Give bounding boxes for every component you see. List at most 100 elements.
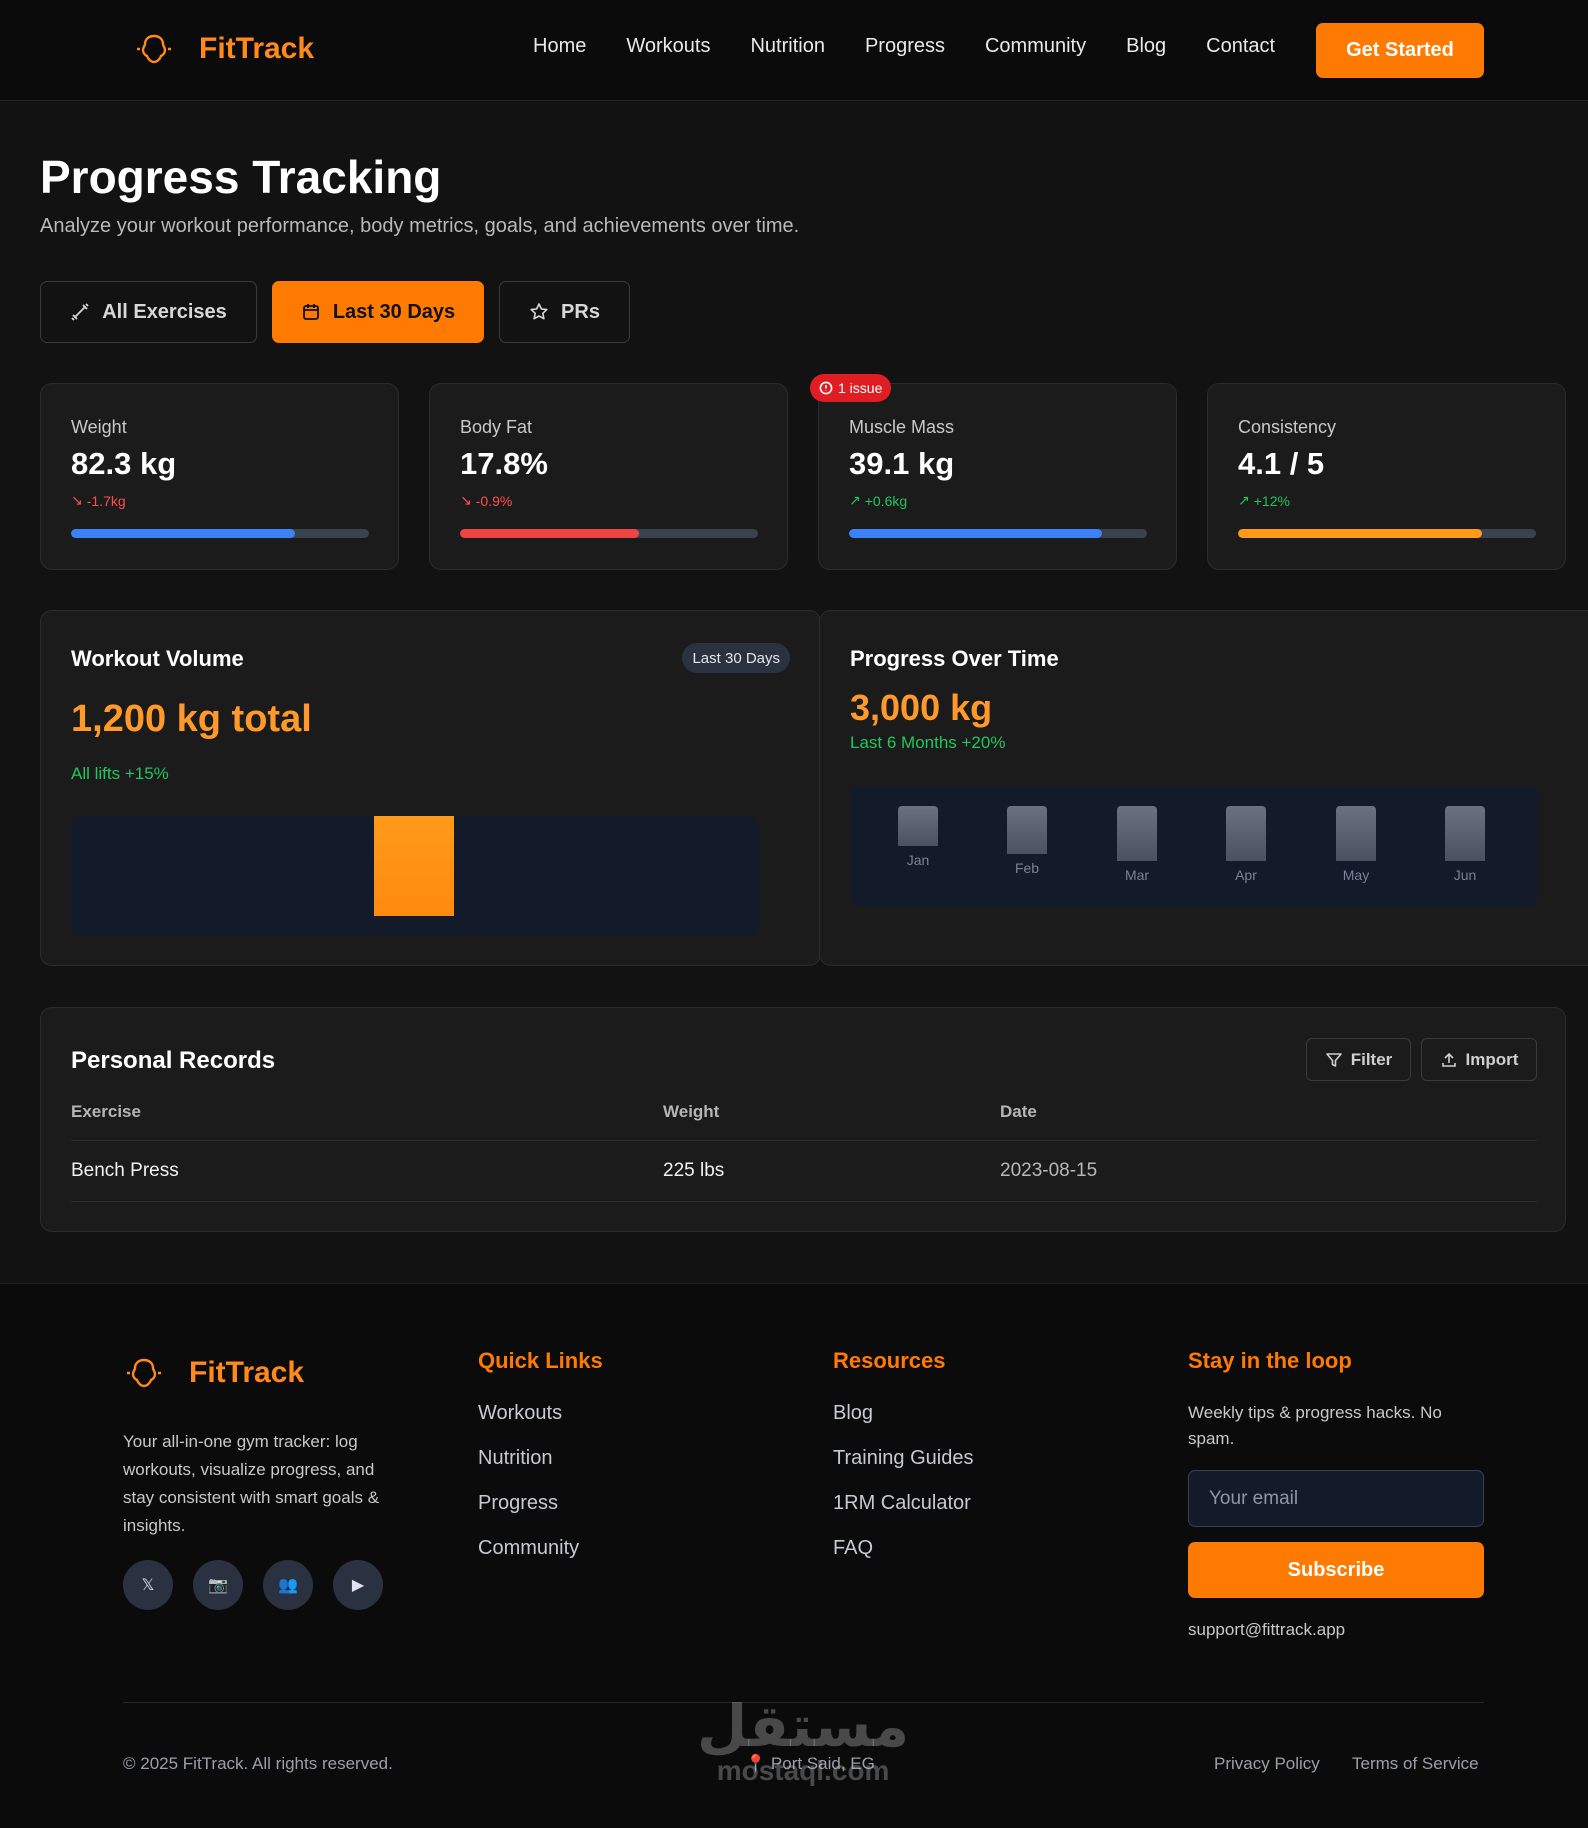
nav-workouts[interactable]: Workouts (626, 35, 711, 57)
x-icon[interactable]: 𝕏 (123, 1560, 173, 1610)
filter-last-30-days-button[interactable]: Last 30 Days (272, 281, 484, 343)
progress-note: Last 6 Months +20% (850, 733, 1006, 752)
footer-link-nutrition[interactable]: Nutrition (478, 1447, 553, 1469)
trend-down-icon: ↘ (71, 492, 83, 508)
filter-icon (1325, 1052, 1342, 1067)
stat-value: 82.3 kg (71, 446, 177, 481)
privacy-policy-label[interactable]: Privacy Policy (1214, 1754, 1320, 1773)
nav-community[interactable]: Community (984, 35, 1087, 57)
footer-link-community[interactable]: Community (478, 1537, 580, 1559)
period-pill[interactable]: Last 30 Days (682, 643, 790, 673)
stat-delta: ↗ +0.6kg (849, 492, 907, 509)
footer-brand[interactable]: FitTrack (123, 1352, 304, 1394)
copyright: © 2025 FitTrack. All rights reserved. (123, 1754, 393, 1773)
nav-progress[interactable]: Progress (864, 35, 945, 57)
terms-link[interactable]: Terms of Service (1352, 1754, 1479, 1774)
community-icon[interactable]: 👥 (263, 1560, 313, 1610)
personal-records-panel: Personal Records Filter Import Exercise … (40, 1007, 1566, 1232)
support-email[interactable]: support@fittrack.app (1188, 1620, 1346, 1639)
privacy-policy-link[interactable]: Privacy Policy (1214, 1754, 1320, 1774)
month-bar-jan (898, 806, 938, 846)
filter-button-label: Filter (1350, 1049, 1393, 1069)
import-button[interactable]: Import (1421, 1038, 1537, 1081)
footer-description: Your all-in-one gym tracker: log workout… (123, 1432, 380, 1535)
email-field[interactable] (1188, 1470, 1484, 1527)
stat-card-weight: Weight 82.3 kg ↘ -1.7kg (40, 383, 399, 570)
subscribe-button[interactable]: Subscribe (1188, 1542, 1484, 1598)
volume-bar (374, 816, 454, 916)
watermark-arabic: مستقل (697, 1694, 910, 1759)
quick-links-heading: Quick Links (478, 1348, 603, 1373)
footer-link-workouts[interactable]: Workouts (478, 1402, 563, 1424)
month-label-mar: Mar (1124, 867, 1150, 883)
stat-delta-value: -1.7kg (86, 492, 126, 509)
table-divider (71, 1201, 1537, 1202)
progress-value: 3,000 kg (850, 687, 993, 728)
footer-link-1rm-calculator[interactable]: 1RM Calculator (833, 1492, 971, 1514)
volume-note: All lifts +15% (71, 764, 169, 783)
stat-delta: ↘ -1.7kg (71, 492, 126, 509)
terms-label[interactable]: Terms of Service (1352, 1754, 1479, 1773)
resources-heading: Resources (833, 1348, 946, 1373)
month-bar-apr (1226, 806, 1266, 861)
nav-home[interactable]: Home (533, 35, 587, 57)
watermark-latin: mostaql.com (716, 1755, 890, 1786)
stat-delta: ↘ -0.9% (460, 492, 512, 509)
page-subtitle: Analyze your workout performance, body m… (40, 215, 800, 237)
pin-icon: 📍 (745, 1754, 767, 1773)
nav-contact[interactable]: Contact (1206, 35, 1276, 57)
monthly-progress-chart: Jan Feb Mar Apr May Jun (850, 786, 1538, 907)
play-icon[interactable]: ▶ (333, 1560, 383, 1610)
location: 📍 Port Said, EG (745, 1754, 875, 1774)
record-date: 2023-08-15 (1000, 1160, 1098, 1181)
panel-title: Progress Over Time (850, 646, 1059, 671)
stat-progress-track (71, 529, 369, 538)
filter-all-exercises-button[interactable]: All Exercises (40, 281, 257, 343)
stat-value: 39.1 kg (849, 446, 955, 481)
stat-delta-value: +12% (1253, 492, 1290, 509)
brain-logo-icon (127, 1358, 161, 1388)
stat-progress-track (460, 529, 758, 538)
stat-card-muscle-mass: Muscle Mass 39.1 kg ↗ +0.6kg (818, 383, 1177, 570)
import-button-label: Import (1465, 1049, 1519, 1069)
calendar-icon (302, 304, 319, 320)
stat-card-body-fat: Body Fat 17.8% ↘ -0.9% (429, 383, 788, 570)
footer-brand-name: FitTrack (189, 1356, 305, 1389)
month-label-apr: Apr (1235, 867, 1257, 883)
stat-progress-track (849, 529, 1147, 538)
footer-link-faq[interactable]: FAQ (833, 1537, 874, 1559)
nav-blog[interactable]: Blog (1126, 35, 1167, 57)
month-bar-jun (1445, 806, 1485, 861)
footer-link-progress[interactable]: Progress (478, 1492, 559, 1514)
stat-label: Weight (71, 417, 127, 437)
brand-name: FitTrack (199, 32, 315, 65)
month-label-jun: Jun (1453, 867, 1477, 883)
footer-link-training-guides[interactable]: Training Guides (833, 1447, 974, 1469)
top-navbar: FitTrack Home Workouts Nutrition Progres… (0, 0, 1588, 101)
volume-chart (71, 816, 759, 936)
filter-button[interactable]: Filter (1306, 1038, 1411, 1081)
panel-title: Workout Volume (71, 646, 244, 671)
stat-label: Consistency (1238, 417, 1337, 437)
issue-badge[interactable]: 1 issue (810, 374, 892, 402)
trend-up-icon: ↗ (849, 492, 861, 508)
filter-prs-button[interactable]: PRs (499, 281, 630, 343)
stat-progress-fill (849, 529, 1103, 538)
stat-progress-fill (460, 529, 639, 538)
column-header-weight: Weight (663, 1102, 720, 1121)
record-exercise: Bench Press (71, 1160, 179, 1181)
upload-icon (1441, 1052, 1456, 1067)
stat-progress-track (1238, 529, 1536, 538)
page-title: Progress Tracking (40, 151, 442, 203)
month-label-may: May (1342, 867, 1370, 883)
get-started-button[interactable]: Get Started (1316, 23, 1484, 78)
brand-logo[interactable]: FitTrack (133, 28, 314, 70)
month-label-feb: Feb (1014, 860, 1040, 876)
newsletter-heading: Stay in the loop (1188, 1348, 1352, 1373)
camera-icon[interactable]: 📷 (193, 1560, 243, 1610)
main-nav: Home Workouts Nutrition Progress Communi… (533, 35, 1315, 58)
stat-value: 4.1 / 5 (1238, 446, 1325, 481)
progress-over-time-panel: Progress Over Time 3,000 kg Last 6 Month… (819, 610, 1588, 966)
footer-link-blog[interactable]: Blog (833, 1402, 874, 1424)
nav-nutrition[interactable]: Nutrition (750, 35, 825, 57)
